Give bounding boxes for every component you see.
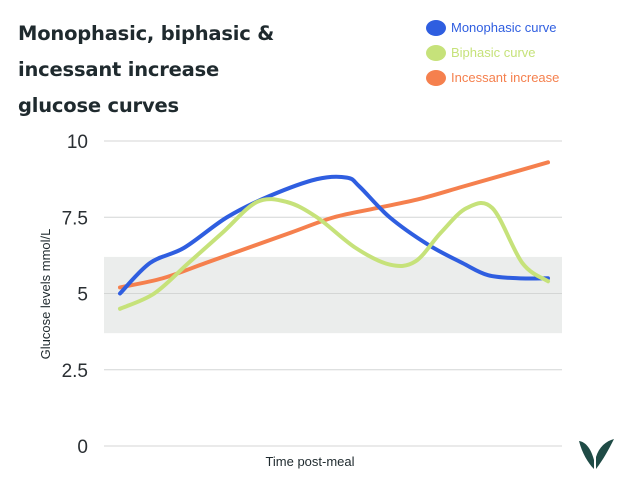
y-tick-labels: 0 2.5 5 7.5 10 <box>62 132 88 458</box>
brand-logo-mark <box>579 439 614 469</box>
y-tick-label: 5 <box>77 285 88 306</box>
y-tick-label: 0 <box>77 437 88 458</box>
y-tick-label: 10 <box>67 132 88 153</box>
legend-swatch-incessant <box>426 69 446 86</box>
series-line-biphasic <box>118 197 550 311</box>
legend-label-incessant: Incessant increase <box>451 70 560 85</box>
x-axis-label: Time post-meal <box>265 454 354 469</box>
legend: Monophasic curve Biphasic curve Incessan… <box>426 15 559 90</box>
legend-swatch-biphasic <box>426 44 446 61</box>
legend-item-monophasic: Monophasic curve <box>426 15 559 40</box>
y-tick-label: 7.5 <box>62 208 88 229</box>
chart-title: Monophasic, biphasic & incessant increas… <box>18 22 275 117</box>
y-axis-label: Glucose levels mmol/L <box>38 229 53 360</box>
legend-label-monophasic: Monophasic curve <box>451 20 557 35</box>
y-tick-label: 2.5 <box>62 361 88 382</box>
gridlines <box>104 140 562 447</box>
series-line-incessant <box>118 160 550 290</box>
series-lines <box>118 160 550 311</box>
brand-logo <box>579 439 614 469</box>
normal-range-band <box>104 256 562 334</box>
series-line-monophasic <box>118 174 550 296</box>
legend-item-incessant: Incessant increase <box>426 65 559 90</box>
legend-swatch-monophasic <box>426 19 446 36</box>
legend-item-biphasic: Biphasic curve <box>426 40 559 65</box>
legend-label-biphasic: Biphasic curve <box>451 45 536 60</box>
